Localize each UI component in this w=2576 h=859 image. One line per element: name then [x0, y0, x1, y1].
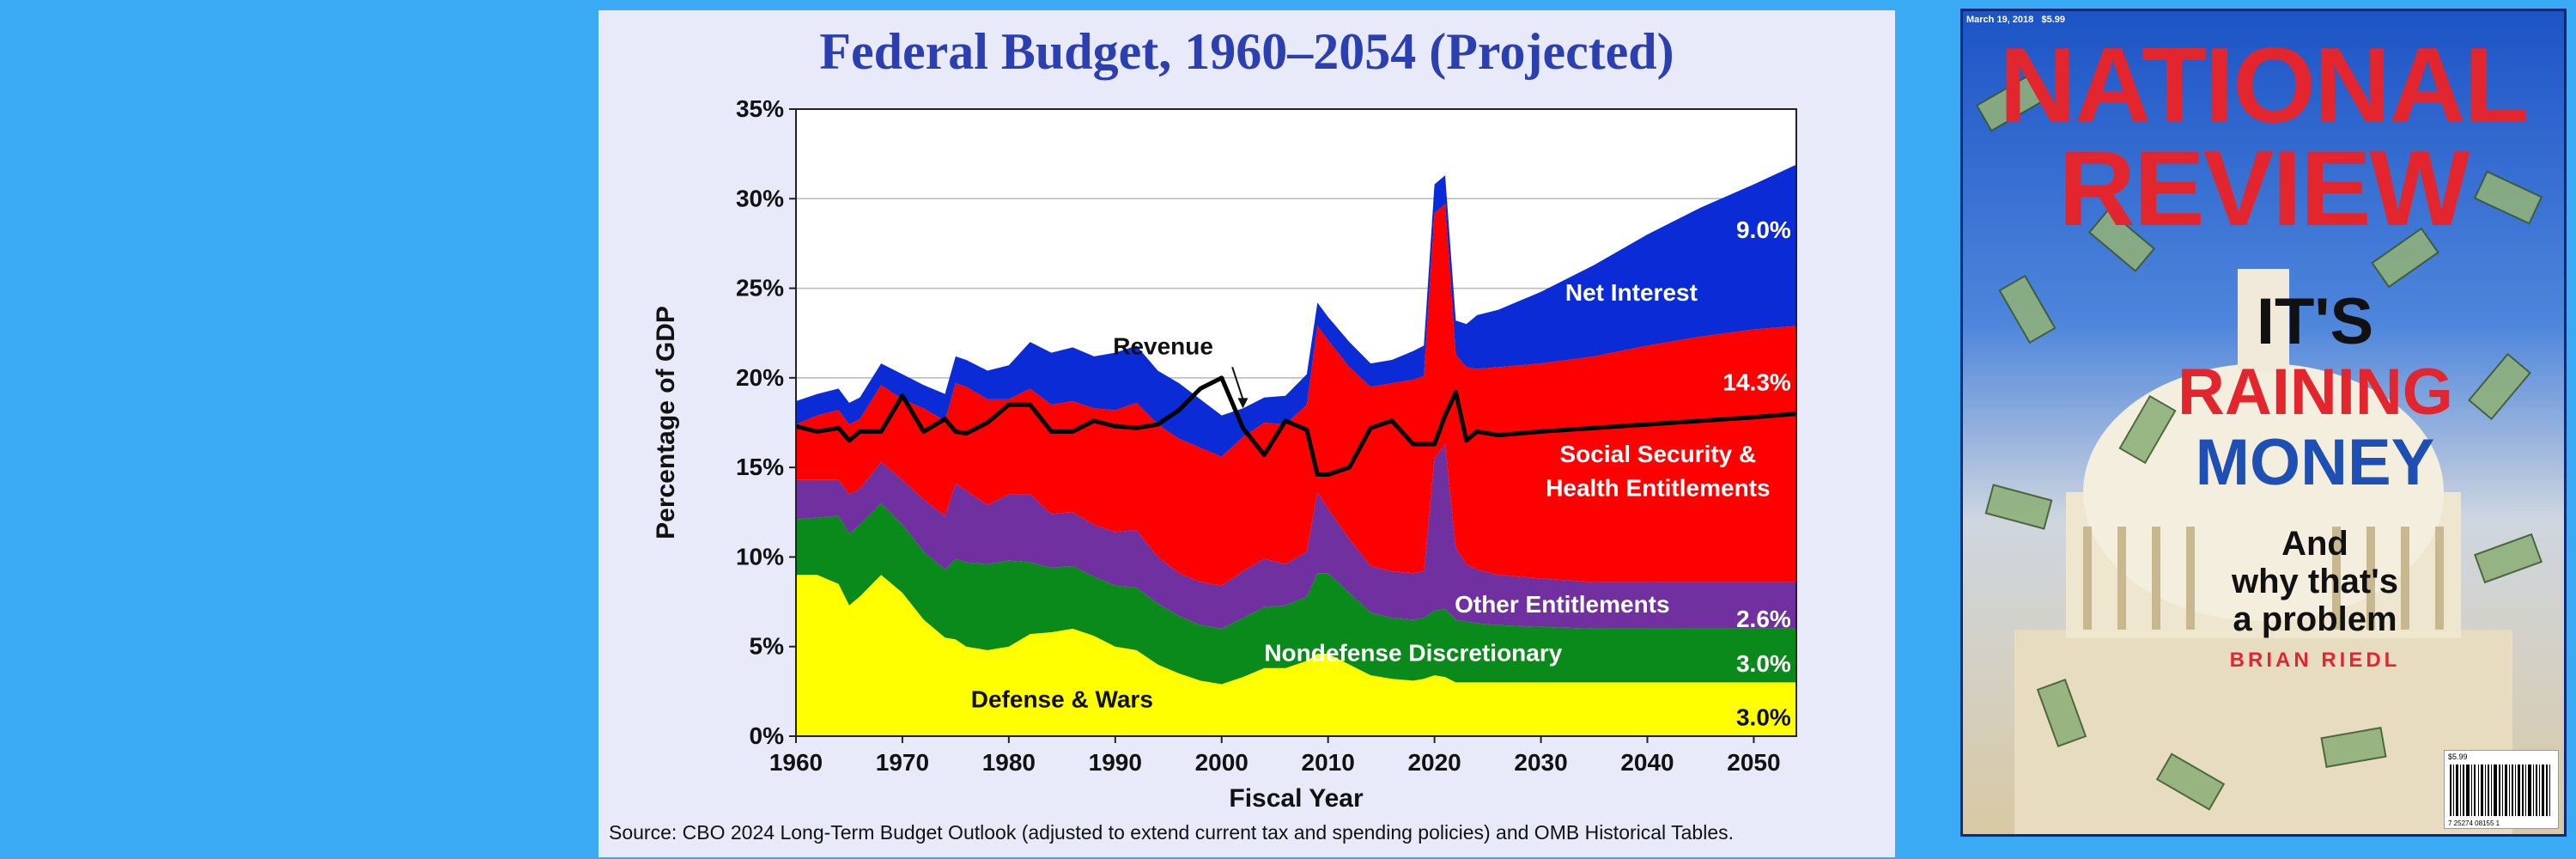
x-tick-label: 2000: [1195, 749, 1249, 776]
y-tick-label: 20%: [736, 364, 784, 391]
y-tick-label: 0%: [750, 722, 785, 749]
area-series-social-security-health-entitlements: [796, 204, 1796, 586]
other-entitlements-label: Other Entitlements: [1455, 591, 1669, 618]
y-tick-label: 35%: [736, 95, 784, 122]
subhead-line-3: a problem: [2233, 600, 2397, 638]
y-tick-label: 30%: [736, 185, 784, 211]
y-tick-label: 10%: [736, 543, 784, 570]
x-tick-label: 1980: [982, 749, 1036, 776]
x-tick-label: 1970: [876, 749, 929, 776]
barcode-number: 7 25274 08155 1: [2448, 819, 2500, 827]
revenue-line: [795, 375, 1797, 477]
magazine-cover: March 19, 2018 $5.99 NATIONAL REVIEW IT'…: [1960, 9, 2567, 837]
headline-line-3: MONEY: [2195, 426, 2435, 499]
net-interest-value-label: 9.0%: [1736, 216, 1791, 243]
other-entitlements-value-label: 2.6%: [1736, 606, 1791, 632]
subhead-line-1: And: [2281, 525, 2348, 563]
revenue-label: Revenue: [1113, 333, 1213, 360]
masthead-line-2: REVIEW: [2058, 130, 2470, 248]
chart-slide: Federal Budget, 1960–2054 (Projected) 0%…: [598, 10, 1895, 857]
defense-wars-label: Defense & Wars: [971, 686, 1153, 713]
area-series-other-entitlements: [796, 444, 1796, 629]
y-tick-label: 5%: [750, 633, 785, 660]
headline-line-1: IT'S: [2256, 285, 2374, 358]
social-security-label-line-2: Health Entitlements: [1546, 475, 1770, 502]
nondefense-discretionary-label: Nondefense Discretionary: [1264, 639, 1562, 666]
masthead-line-1: NATIONAL: [1999, 27, 2529, 145]
y-axis-title: Percentage of GDP: [652, 306, 680, 539]
chart-title: Federal Budget, 1960–2054 (Projected): [819, 23, 1674, 80]
net-interest-label: Net Interest: [1565, 279, 1698, 306]
x-axis-title: Fiscal Year: [1229, 784, 1364, 813]
barcode-bars: [2450, 765, 2550, 816]
area-series-net-interest: [796, 164, 1796, 457]
revenue-pointer: [1231, 367, 1244, 400]
author-name: BRIAN RIEDL: [2229, 649, 2401, 672]
x-tick-label: 2030: [1514, 749, 1567, 776]
barcode-price: $5.99: [2448, 752, 2468, 761]
y-tick-label: 25%: [736, 275, 784, 302]
nondefense-value-label: 3.0%: [1736, 650, 1791, 677]
capitol-dome-image: [1975, 74, 2543, 834]
x-tick-label: 2040: [1620, 749, 1674, 776]
social-security-value-label: 14.3%: [1722, 369, 1790, 395]
area-series-defense-wars: [796, 575, 1796, 736]
defense-value-label: 3.0%: [1736, 704, 1791, 730]
x-tick-label: 2020: [1407, 749, 1461, 776]
plot-frame: [795, 108, 1797, 737]
source-note: Source: CBO 2024 Long-Term Budget Outloo…: [609, 821, 1735, 844]
area-series-nondefense-discretionary: [796, 503, 1796, 685]
chart: 0% 5% 10% 15% 20% 25% 30% 35% 1960 1970 1980 1990 20…: [652, 95, 1797, 813]
x-tick-label: 2050: [1727, 749, 1780, 776]
headline-line-2: RAINING: [2178, 356, 2453, 429]
x-tick-label: 2010: [1302, 749, 1355, 776]
x-tick-label: 1960: [769, 749, 823, 776]
barcode: $5.99 7 25274 08155 1: [2444, 750, 2559, 829]
subhead-line-2: why that's: [2232, 563, 2398, 600]
revenue-pointer-head: [1237, 398, 1249, 409]
social-security-label-line-1: Social Security &: [1560, 441, 1757, 467]
y-tick-label: 15%: [736, 454, 784, 480]
cover-date-line: March 19, 2018 $5.99: [1966, 15, 2065, 25]
x-tick-label: 1990: [1089, 749, 1142, 776]
